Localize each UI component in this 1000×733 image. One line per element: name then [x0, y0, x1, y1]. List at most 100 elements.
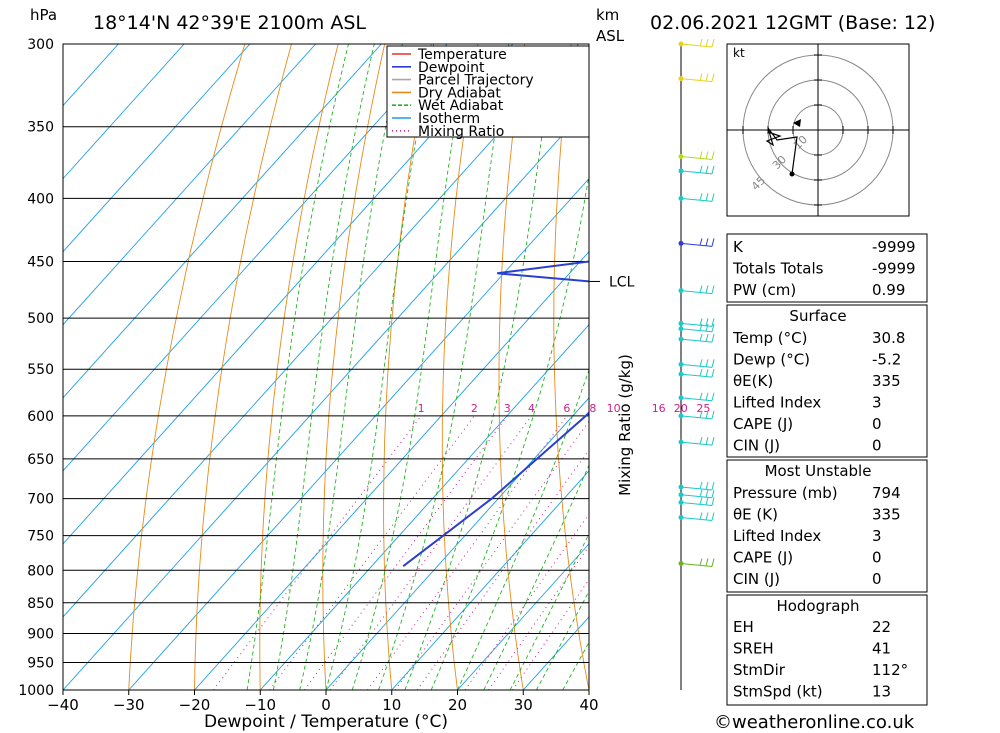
- wind-barb: [680, 359, 715, 368]
- panel-row-label: PW (cm): [733, 281, 796, 299]
- x-tick-label: 30: [514, 696, 533, 714]
- legend-box: [386, 45, 590, 138]
- wet-adiabat-line: [351, 44, 470, 690]
- panel-row-value: 335: [872, 372, 901, 390]
- hodograph-unit-label: kt: [733, 46, 745, 60]
- isotherm-line: [63, 44, 251, 253]
- pressure-grid: 300 350 400 450 500 550 600 650 700 750 800 850 900 9…: [18, 37, 589, 699]
- panel-row-value: 30.8: [872, 329, 905, 347]
- hodograph-trace: [765, 127, 798, 175]
- pressure-tick-label: 300: [27, 37, 54, 53]
- x-axis-label: Dewpoint / Temperature (°C): [204, 712, 448, 732]
- wet-adiabat-line: [404, 44, 556, 690]
- isotherm-line: [63, 44, 448, 472]
- dry-adiabat-line: [194, 44, 292, 690]
- panel-row-label: EH: [733, 618, 754, 636]
- mixing-ratio-line: [512, 578, 589, 690]
- wind-barb: [680, 238, 715, 247]
- wind-barbs: [678, 38, 715, 690]
- x-tick-label: 10: [382, 696, 401, 714]
- panel-row-value: 41: [872, 640, 891, 658]
- panel-row-value: 0: [872, 549, 882, 567]
- datetime-title: 02.06.2021 12GMT (Base: 12): [650, 12, 935, 34]
- panel-row-label: CIN (J): [733, 570, 780, 588]
- panel-row-label: StmDir: [733, 661, 786, 679]
- mixing-ratio-label: 8: [589, 402, 596, 415]
- panel-row-label: StmSpd (kt): [733, 683, 823, 701]
- isotherm-line: [63, 44, 382, 399]
- mixing-ratio-label: 10: [607, 402, 621, 415]
- wet-adiabat-line: [299, 44, 403, 690]
- x-tick-label: 20: [448, 696, 467, 714]
- panel-row-label: Dewp (°C): [733, 351, 810, 369]
- isotherm-line: [391, 470, 589, 690]
- mixing-ratio-label: 25: [696, 402, 710, 415]
- isotherm-line: [194, 250, 589, 690]
- dry-adiabat-line: [944, 44, 1000, 690]
- pressure-tick-label: 350: [27, 120, 54, 136]
- panel-box: [726, 594, 928, 706]
- mixing-ratio-line: [488, 545, 589, 690]
- panel-row-label: Temp (°C): [732, 329, 807, 347]
- mixing-ratio-label: 1: [418, 402, 425, 415]
- panel-row-label: SREH: [733, 640, 774, 658]
- wind-barb: [680, 151, 715, 161]
- panel-row-label: K: [733, 238, 744, 256]
- copyright: ©weatheronline.co.uk: [714, 712, 915, 733]
- wet-adiabat-line: [483, 464, 589, 690]
- isotherm-line: [63, 44, 119, 107]
- panel-row-value: 0: [872, 437, 882, 455]
- dry-adiabat-line: [991, 44, 1000, 690]
- pressure-tick-label: 800: [27, 563, 54, 579]
- panel-row-value: 794: [872, 484, 901, 502]
- legend-label: Wet Adiabat: [418, 98, 504, 114]
- mixing-ratio-line: [464, 513, 589, 690]
- panel-section-title: Most Unstable: [765, 462, 872, 480]
- wind-barb: [680, 392, 715, 402]
- hodograph-surface-dot: [789, 171, 795, 177]
- isotherm-line: [63, 44, 514, 545]
- legend-label: Dry Adiabat: [418, 85, 501, 101]
- legend-label: Temperature: [417, 47, 507, 63]
- wind-barb: [680, 285, 715, 295]
- sounding-profiles: [402, 260, 589, 567]
- isotherm-line: [259, 324, 589, 690]
- dewpoint-profile: [402, 260, 589, 567]
- panel-row-label: CAPE (J): [733, 415, 793, 433]
- wind-barb: [680, 512, 715, 521]
- header: hPa 18°14'N 42°39'E 2100m ASL km ASL 02.…: [30, 6, 935, 45]
- wind-barb: [680, 73, 715, 83]
- wind-barb: [680, 497, 715, 506]
- isotherm-line: [457, 543, 589, 690]
- pressure-tick-label: 1000: [18, 683, 54, 699]
- pressure-tick-label: 550: [27, 362, 54, 378]
- panel-row-label: θE (K): [733, 506, 778, 524]
- pressure-tick-label: 500: [27, 311, 54, 327]
- wind-barb: [680, 489, 715, 499]
- asl-label: ASL: [596, 27, 625, 45]
- mixing-ratio-label: 2: [471, 402, 478, 415]
- isotherm-line: [325, 397, 589, 690]
- wet-adiabat-line: [457, 368, 589, 690]
- dry-adiabat-line: [383, 44, 432, 690]
- hpa-label: hPa: [30, 6, 57, 24]
- panel-box: [726, 459, 928, 593]
- mixing-ratio-line: [416, 449, 589, 690]
- legend-label: Parcel Trajectory: [418, 73, 534, 89]
- indices-panel: K -9999 Totals Totals -9999 PW (cm) 0.99 Surfa…: [726, 233, 928, 706]
- x-tick-label: −20: [179, 696, 211, 714]
- pressure-tick-label: 750: [27, 529, 54, 545]
- wind-barb: [680, 318, 715, 327]
- panel-row-value: -9999: [872, 238, 916, 256]
- panel-row-value: -5.2: [872, 351, 901, 369]
- mixing-ratio-line: [269, 415, 475, 690]
- x-tick-label: 40: [579, 696, 598, 714]
- panel-row-label: θE(K): [733, 372, 773, 390]
- wind-barb: [680, 436, 715, 446]
- wind-barb: [680, 323, 715, 333]
- panel-row-value: 335: [872, 506, 901, 524]
- pressure-tick-label: 700: [27, 492, 54, 508]
- isotherm-line: [63, 44, 316, 326]
